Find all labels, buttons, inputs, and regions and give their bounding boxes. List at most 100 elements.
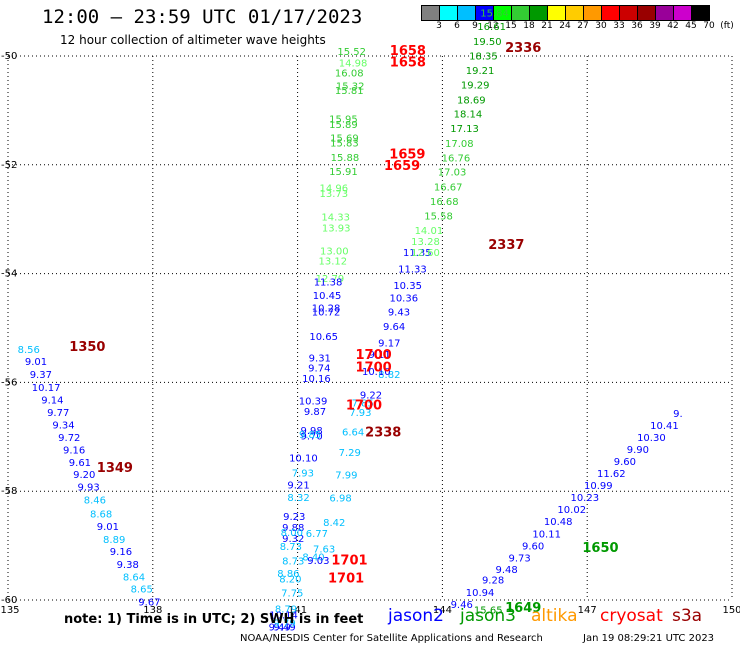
color-scale-label: 21 [541,21,553,31]
wave-height-label: 9.38 [117,560,139,571]
pass-time-label: 1650 [582,541,618,556]
wave-height-label: 10.10 [362,367,391,378]
color-scale-label: 27 [577,21,589,31]
wave-height-label: 9.20 [73,470,95,481]
wave-height-label: 9.23 [283,512,305,523]
color-scale-label: 39 [649,21,661,31]
wave-height-label: 10.45 [313,291,342,302]
wave-height-label: 9.21 [287,480,309,491]
wave-height-label: 15.81 [335,86,364,97]
wave-height-label: 14.98 [339,58,368,69]
wave-height-label: 15.88 [331,153,360,164]
wave-height-label: 8.79 [275,605,297,616]
wave-height-label: 14.33 [321,212,350,223]
wave-height-label: 17.03 [438,168,467,179]
wave-height-label: 13.00 [320,247,349,258]
wave-height-label: 9.67 [138,597,160,608]
wave-height-label: 9.60 [522,541,544,552]
color-scale-label: 3 [436,21,442,31]
wave-height-label: 14.96 [319,183,348,194]
wave-height-label: 19.21 [466,66,495,77]
color-scale-swatch [619,5,637,21]
color-scale-swatch [493,5,511,21]
wave-height-label: 9.93 [77,483,99,494]
wave-height-label: 13.28 [411,237,440,248]
wave-height-label: 10.17 [32,383,61,394]
pass-time-label: 1658 [390,55,426,70]
color-scale-label: 33 [613,21,625,31]
wave-height-label: 16.67 [434,182,463,193]
wave-height-label: 9.61 [69,458,91,469]
color-scale-swatch [601,5,619,21]
wave-height-label: 18.69 [457,95,486,106]
wave-height-label: 9.11 [369,350,391,361]
wave-height-label: 8.40 [302,552,324,563]
legend-jason2: jason2 [388,606,444,626]
x-tick-label: 135 [0,605,19,616]
wave-height-label: 9.88 [282,523,304,534]
color-scale-swatch [547,5,565,21]
wave-height-label: 15.95 [329,114,358,125]
wave-height-label: 6.77 [306,529,328,540]
wave-height-label: 9.32 [282,534,304,545]
wave-height-label: 9.16 [110,547,132,558]
wave-height-label: 8.46 [84,496,106,507]
wave-height-label: 10.02 [557,505,586,516]
color-scale-swatch [655,5,673,21]
wave-height-label: 9.01 [97,522,119,533]
wave-height-label: 15.69 [330,133,359,144]
footer-timestamp: Jan 19 08:29:21 UTC 2023 [583,633,715,644]
color-scale-label: (ft) [720,21,734,31]
wave-height-label: 7.29 [339,448,361,459]
wave-height-label: 10.28 [312,304,341,315]
wave-height-label: 17.13 [450,124,479,135]
wave-height-label: 10.41 [650,421,679,432]
wave-height-label: 16.76 [442,154,471,165]
wave-height-label: 10.23 [570,493,599,504]
y-tick-label: -60 [1,595,17,606]
pass-time-label: 1700 [356,361,392,376]
wave-height-label: 19.29 [461,81,490,92]
wave-height-label: 15.32 [336,82,365,93]
x-tick-label: 138 [143,605,162,616]
x-tick-label: 144 [433,605,452,616]
wave-height-label: 7.99 [335,471,357,482]
wave-height-label: 15.89 [329,120,358,131]
wave-height-label: 8.89 [103,535,125,546]
wave-height-label: 6.98 [329,494,351,505]
wave-height-label: 10.65 [309,332,338,343]
x-tick-label: 150 [722,605,740,616]
pass-time-label: 1701 [331,554,367,569]
wave-height-label: 9.03 [307,556,329,567]
color-scale-swatch [637,5,655,21]
y-tick-label: -54 [1,269,17,280]
wave-height-label: 16.08 [335,69,364,80]
wave-height-label: 9.46 [451,600,473,611]
wave-height-label: 10.36 [389,293,418,304]
wave-height-label: 16.68 [430,197,459,208]
wave-height-label: 15.52 [337,47,366,58]
wave-height-label: 9.60 [614,457,636,468]
wave-height-label: 10.14 [269,610,298,621]
wave-height-label: 7.75 [281,589,303,600]
wave-height-label: 9.28 [482,576,504,587]
wave-height-label: 18.14 [454,109,483,120]
pass-time-label: 1700 [346,399,382,414]
color-scale-swatch [529,5,547,21]
wave-height-label: 15.91 [329,167,358,178]
pass-time-label: 2337 [488,238,524,253]
wave-height-label: 8.56 [18,345,40,356]
wave-height-label: 10.16 [302,374,331,385]
wave-height-label: 9.43 [388,307,410,318]
wave-height-label: 9.37 [30,370,52,381]
wave-height-label: 9. [673,409,683,420]
color-scale-swatch [583,5,601,21]
wave-height-label: 10.39 [299,397,328,408]
color-scale-label: 18 [523,21,535,31]
wave-height-label: 10.11 [532,529,561,540]
wave-height-label: 15.84 [480,8,509,19]
wave-height-label: 19.50 [473,37,502,48]
chart-subtitle: 12 hour collection of altimeter wave hei… [60,33,326,47]
